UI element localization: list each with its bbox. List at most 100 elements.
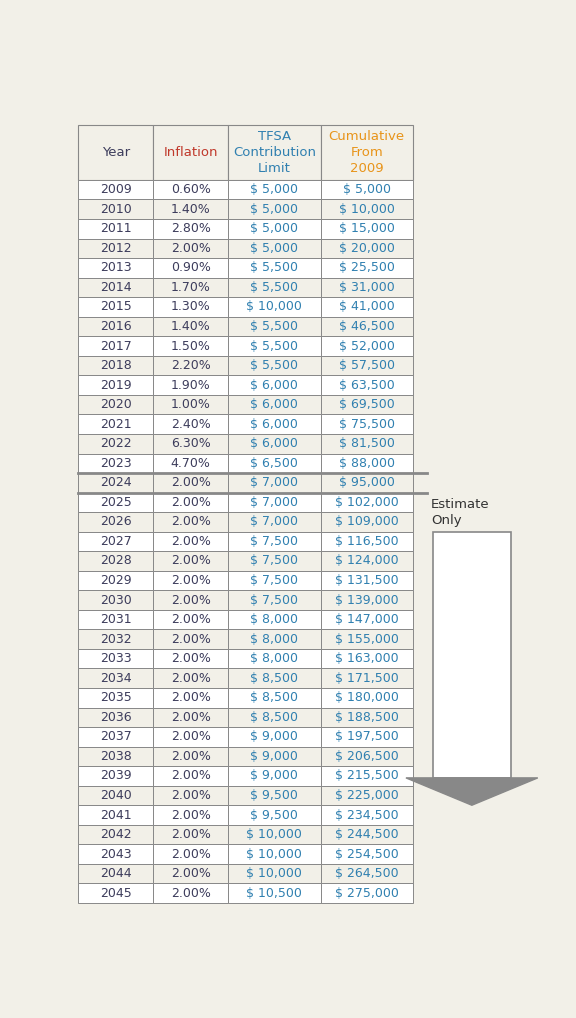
Text: $ 5,000: $ 5,000: [343, 183, 391, 196]
Bar: [153, 336, 228, 356]
Text: 2036: 2036: [100, 711, 131, 724]
Text: TFSA
Contribution
Limit: TFSA Contribution Limit: [233, 130, 316, 175]
Text: $ 7,500: $ 7,500: [251, 534, 298, 548]
Text: $ 7,500: $ 7,500: [251, 593, 298, 607]
Text: 2037: 2037: [100, 730, 131, 743]
Bar: [153, 453, 228, 473]
Text: $ 10,000: $ 10,000: [247, 300, 302, 314]
Bar: [320, 727, 413, 746]
Text: $ 5,000: $ 5,000: [251, 222, 298, 235]
Text: $ 5,500: $ 5,500: [251, 340, 298, 352]
Text: $ 188,500: $ 188,500: [335, 711, 399, 724]
Text: $ 155,000: $ 155,000: [335, 632, 399, 645]
Text: $ 275,000: $ 275,000: [335, 887, 399, 900]
Bar: [78, 376, 153, 395]
Text: 2024: 2024: [100, 476, 131, 490]
Text: 2040: 2040: [100, 789, 131, 802]
Text: $ 5,500: $ 5,500: [251, 262, 298, 275]
Text: 2.00%: 2.00%: [170, 476, 211, 490]
Bar: [153, 200, 228, 219]
Text: 2.00%: 2.00%: [170, 867, 211, 881]
Text: $ 9,500: $ 9,500: [251, 789, 298, 802]
Text: 2030: 2030: [100, 593, 131, 607]
Bar: [320, 767, 413, 786]
Text: $ 31,000: $ 31,000: [339, 281, 395, 294]
Text: 1.90%: 1.90%: [170, 379, 210, 392]
Polygon shape: [406, 778, 538, 805]
Bar: [78, 356, 153, 376]
Text: $ 254,500: $ 254,500: [335, 848, 399, 860]
Text: $ 8,000: $ 8,000: [251, 653, 298, 665]
Text: $ 20,000: $ 20,000: [339, 242, 395, 254]
Bar: [228, 746, 320, 767]
Bar: [320, 278, 413, 297]
Text: Inflation: Inflation: [164, 147, 218, 159]
Bar: [228, 317, 320, 336]
Text: 2042: 2042: [100, 828, 131, 841]
Bar: [78, 648, 153, 669]
Bar: [320, 708, 413, 727]
Text: 2035: 2035: [100, 691, 131, 704]
Text: $ 109,000: $ 109,000: [335, 515, 399, 528]
Bar: [78, 125, 153, 180]
Bar: [320, 746, 413, 767]
Bar: [153, 844, 228, 864]
Bar: [228, 297, 320, 317]
Text: 2.20%: 2.20%: [170, 359, 210, 373]
Bar: [153, 434, 228, 453]
Text: $ 6,500: $ 6,500: [251, 457, 298, 469]
Bar: [228, 200, 320, 219]
Text: $ 8,000: $ 8,000: [251, 632, 298, 645]
Bar: [153, 238, 228, 259]
Text: $ 163,000: $ 163,000: [335, 653, 399, 665]
Text: 2023: 2023: [100, 457, 131, 469]
Bar: [78, 688, 153, 708]
Text: 2033: 2033: [100, 653, 131, 665]
Bar: [320, 884, 413, 903]
Bar: [153, 629, 228, 648]
Bar: [78, 708, 153, 727]
Text: 1.30%: 1.30%: [170, 300, 210, 314]
Text: $ 6,000: $ 6,000: [251, 398, 298, 411]
Text: 2.80%: 2.80%: [170, 222, 211, 235]
Bar: [78, 746, 153, 767]
Bar: [78, 453, 153, 473]
Text: 2.00%: 2.00%: [170, 574, 211, 587]
Text: 2019: 2019: [100, 379, 131, 392]
Text: $ 6,000: $ 6,000: [251, 438, 298, 450]
Bar: [153, 825, 228, 844]
Bar: [78, 414, 153, 434]
Bar: [78, 727, 153, 746]
Text: 2.00%: 2.00%: [170, 828, 211, 841]
Bar: [228, 590, 320, 610]
Text: $ 180,000: $ 180,000: [335, 691, 399, 704]
Text: $ 8,000: $ 8,000: [251, 613, 298, 626]
Text: 2.00%: 2.00%: [170, 555, 211, 567]
Text: 2.00%: 2.00%: [170, 515, 211, 528]
Bar: [153, 746, 228, 767]
Text: $ 10,000: $ 10,000: [247, 828, 302, 841]
Text: $ 5,000: $ 5,000: [251, 203, 298, 216]
Bar: [153, 551, 228, 571]
Text: 2027: 2027: [100, 534, 131, 548]
Text: 1.70%: 1.70%: [170, 281, 211, 294]
Text: 2.40%: 2.40%: [170, 417, 210, 431]
Bar: [228, 414, 320, 434]
Text: 1.40%: 1.40%: [170, 203, 210, 216]
Bar: [78, 493, 153, 512]
Text: $ 10,000: $ 10,000: [247, 867, 302, 881]
Text: $ 7,000: $ 7,000: [251, 496, 298, 509]
Bar: [228, 395, 320, 414]
Bar: [228, 238, 320, 259]
Text: $ 5,500: $ 5,500: [251, 359, 298, 373]
Bar: [228, 356, 320, 376]
Text: $ 5,500: $ 5,500: [251, 320, 298, 333]
Bar: [78, 238, 153, 259]
Text: Year: Year: [101, 147, 130, 159]
Bar: [153, 688, 228, 708]
Bar: [228, 473, 320, 493]
Bar: [153, 356, 228, 376]
Bar: [78, 259, 153, 278]
Bar: [78, 610, 153, 629]
Text: $ 9,000: $ 9,000: [251, 730, 298, 743]
